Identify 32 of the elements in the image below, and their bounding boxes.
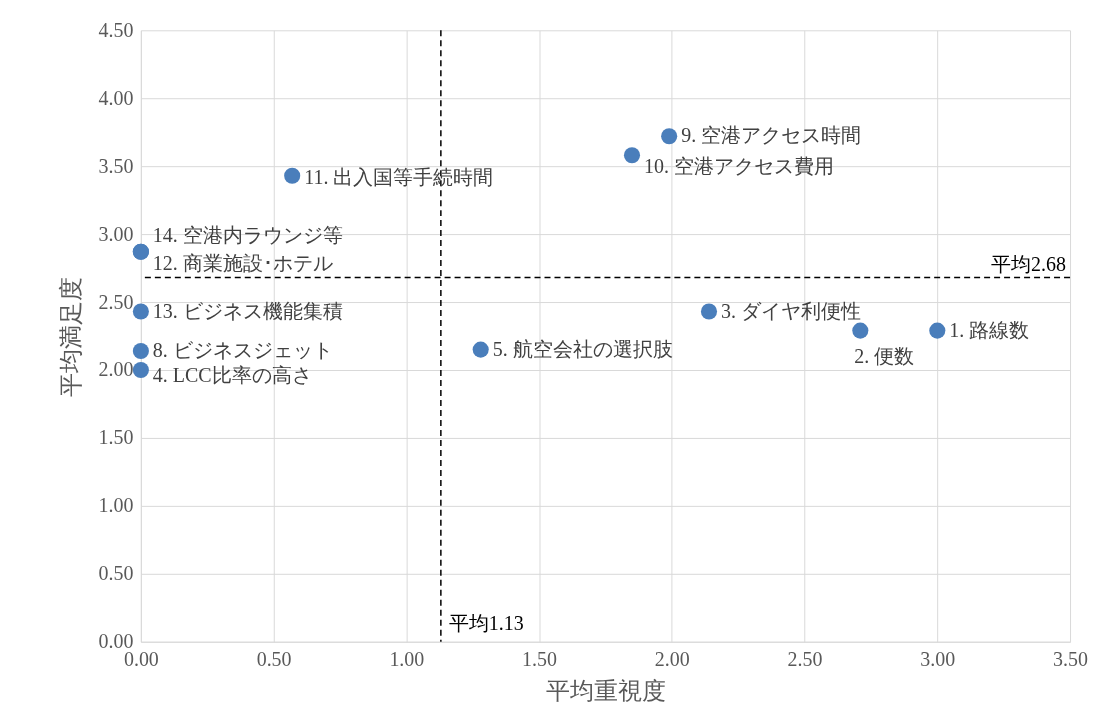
x-tick-label: 3.00 bbox=[920, 648, 956, 671]
x-tick-label: 2.00 bbox=[654, 648, 690, 671]
y-tick-label: 4.50 bbox=[98, 18, 134, 41]
annotation: 10. 空港アクセス費用 bbox=[643, 155, 834, 178]
y-axis-title: 平均満足度 bbox=[58, 276, 85, 397]
annotation: 2. 便数 bbox=[854, 344, 915, 367]
annotation: 11. 出入国等手続時間 bbox=[304, 165, 494, 188]
annotation: 12. 商業施設･ホテル bbox=[152, 251, 333, 274]
annotation: 4. LCC比率の高さ bbox=[152, 363, 312, 386]
x-tick-label: 1.50 bbox=[522, 648, 558, 671]
y-tick-label: 2.50 bbox=[98, 290, 134, 313]
ref-line-label: 平均2.68 bbox=[991, 252, 1067, 275]
x-tick-label: 3.50 bbox=[1053, 648, 1089, 671]
y-tick-label: 0.50 bbox=[98, 562, 134, 585]
ref-line-label: 平均1.13 bbox=[448, 611, 524, 634]
annotation: 13. ビジネス機能集積 bbox=[152, 299, 343, 322]
y-tick-label: 3.50 bbox=[98, 154, 134, 177]
annotation: 14. 空港内ラウンジ等 bbox=[152, 223, 343, 246]
annotation: 3. ダイヤ利便性 bbox=[720, 299, 861, 322]
x-tick-label: 1.00 bbox=[389, 648, 425, 671]
y-tick-label: 2.00 bbox=[98, 358, 134, 381]
x-tick-label: 2.50 bbox=[787, 648, 823, 671]
y-tick-label: 1.00 bbox=[98, 494, 134, 517]
y-tick-label: 3.00 bbox=[98, 222, 134, 245]
x-axis-title: 平均重視度 bbox=[545, 678, 666, 705]
annotation: 8. ビジネスジェット bbox=[152, 338, 333, 361]
annotation: 5. 航空会社の選択肢 bbox=[492, 337, 673, 360]
x-tick-label: 0.50 bbox=[256, 648, 292, 671]
y-tick-label: 1.50 bbox=[98, 426, 134, 449]
annotation: 9. 空港アクセス時間 bbox=[681, 124, 862, 147]
annotation: 1. 路線数 bbox=[949, 318, 1030, 341]
y-tick-label: 4.00 bbox=[98, 86, 134, 109]
